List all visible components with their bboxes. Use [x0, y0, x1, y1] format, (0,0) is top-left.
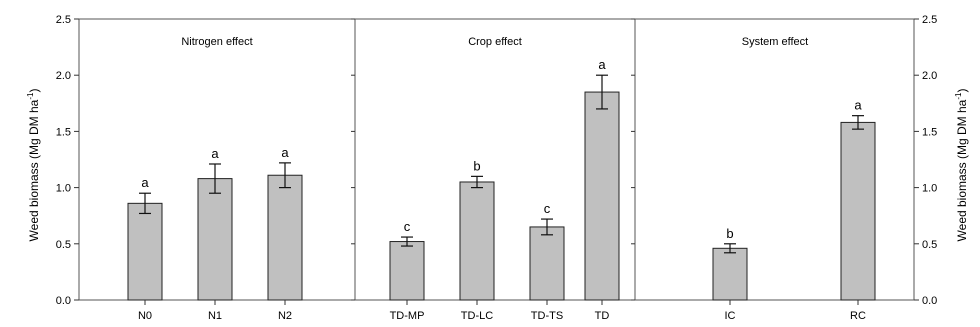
y-tick-label-right: 0.5 [922, 239, 937, 251]
y-tick-label-right: 1.5 [922, 126, 937, 138]
significance-letter-RC: a [854, 98, 862, 113]
significance-letter-N1: a [211, 146, 219, 161]
panel-3: System effect b IC a RC [712, 36, 876, 322]
y-tick-label-left: 1.0 [56, 183, 71, 195]
x-tick-label-IC: IC [725, 310, 736, 322]
y-tick-label-left: 0.5 [56, 239, 71, 251]
y-tick-label-right: 2.0 [922, 70, 937, 82]
y-tick-label-left: 2.0 [56, 70, 71, 82]
x-tick-label-RC: RC [850, 310, 866, 322]
bar-TD [584, 91, 620, 301]
bar-N1 [197, 178, 233, 301]
y-tick-label-left: 2.5 [56, 14, 71, 26]
panel-title: Nitrogen effect [181, 36, 252, 48]
plot-border [78, 18, 915, 301]
significance-letter-N0: a [141, 175, 149, 190]
significance-letter-TD-TS: c [544, 201, 551, 216]
x-tick-label-N2: N2 [278, 310, 292, 322]
axis-ticks: 0.0 0.0 0.5 0.5 1.0 1.0 1.5 1.5 2.0 2.0 2.5 2.5 [56, 14, 938, 307]
y-axis-title-right: Weed biomass (Mg DM ha-1) [954, 89, 969, 242]
significance-letter-N2: a [281, 145, 289, 160]
chart-frame [78, 18, 915, 301]
bar-TD-TS [529, 226, 565, 301]
y-tick-label-left: 0.0 [56, 295, 71, 307]
x-tick-label-TD: TD [595, 310, 610, 322]
bar-TD-LC [459, 181, 495, 301]
panel-1: Nitrogen effect a N0 a N1 a N2 [127, 36, 303, 322]
y-tick-label-right: 2.5 [922, 14, 937, 26]
significance-letter-TD-MP: c [404, 219, 411, 234]
panel-title: System effect [742, 36, 808, 48]
x-tick-label-TD-MP: TD-MP [390, 310, 425, 322]
significance-letter-TD: a [598, 57, 606, 72]
panel-2: Crop effect c TD-MP b TD-LC c TD-TS a TD [389, 36, 620, 322]
y-tick-label-left: 1.5 [56, 126, 71, 138]
y-tick-label-right: 1.0 [922, 183, 937, 195]
chart-panels: Nitrogen effect a N0 a N1 a N2 Crop effect c TD-M… [127, 36, 876, 322]
bar-RC [840, 121, 876, 301]
x-tick-label-N0: N0 [138, 310, 152, 322]
x-tick-label-TD-TS: TD-TS [531, 310, 563, 322]
bar-N0 [127, 202, 163, 301]
y-axis-title-left: Weed biomass (Mg DM ha-1) [26, 89, 41, 242]
bar-IC [712, 247, 748, 301]
bar-TD-MP [389, 241, 425, 301]
significance-letter-TD-LC: b [473, 158, 480, 173]
panel-title: Crop effect [468, 36, 522, 48]
x-tick-label-N1: N1 [208, 310, 222, 322]
x-tick-label-TD-LC: TD-LC [461, 310, 493, 322]
bar-N2 [267, 174, 303, 301]
y-tick-label-right: 0.0 [922, 295, 937, 307]
y-axis-labels: Weed biomass (Mg DM ha-1) Weed biomass (… [26, 89, 969, 242]
significance-letter-IC: b [726, 226, 733, 241]
